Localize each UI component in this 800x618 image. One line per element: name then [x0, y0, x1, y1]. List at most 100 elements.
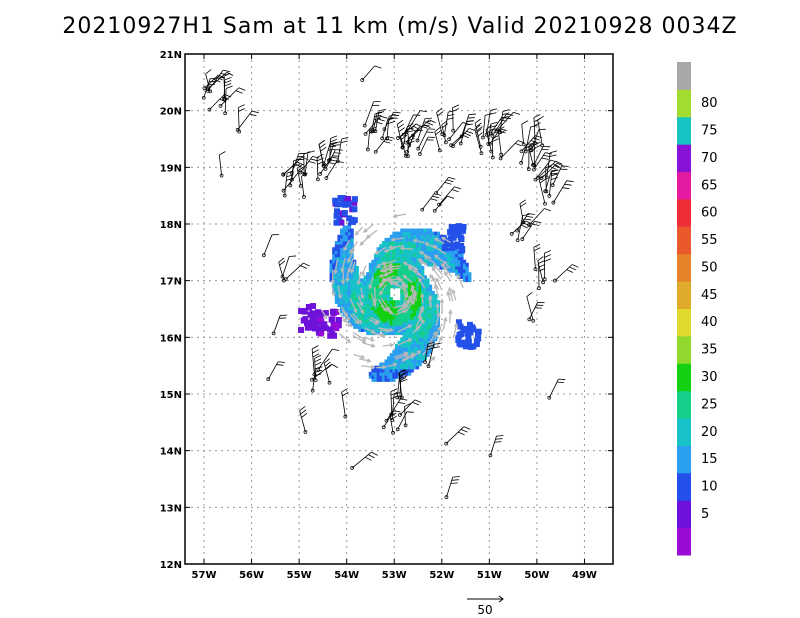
field-cell	[350, 281, 354, 286]
field-cell	[405, 256, 409, 261]
field-cell	[368, 262, 373, 267]
wind-vector-head	[361, 336, 367, 341]
wind-vector	[397, 338, 412, 346]
field-cell	[342, 303, 346, 308]
field-cell	[379, 278, 383, 283]
field-cell	[431, 297, 435, 301]
reference-arrow-head	[498, 595, 504, 603]
wind-barb-flag	[539, 178, 546, 184]
field-cell	[379, 368, 383, 373]
wind-vector	[368, 318, 378, 325]
field-cell	[426, 337, 430, 342]
field-cell	[389, 353, 393, 357]
field-cell	[421, 331, 425, 336]
field-cell	[381, 293, 386, 298]
field-cell	[410, 272, 414, 276]
field-cell	[353, 300, 357, 304]
field-cell	[345, 196, 352, 203]
field-cell	[415, 278, 420, 283]
wind-barb	[434, 131, 441, 151]
field-cell	[462, 278, 467, 283]
field-cell	[392, 278, 396, 283]
colorbar-segment	[677, 390, 691, 419]
field-cell	[384, 297, 388, 301]
field-cell	[447, 229, 454, 236]
wind-barb	[533, 152, 546, 170]
wind-vector-head	[370, 343, 376, 348]
wind-vector-head	[393, 281, 399, 286]
field-cell	[329, 259, 333, 264]
wind-vector	[352, 335, 366, 344]
wind-barb	[528, 208, 545, 226]
field-cell	[410, 325, 414, 329]
field-cell	[431, 237, 435, 242]
wind-barb	[237, 110, 253, 131]
field-cell	[397, 237, 401, 242]
field-cell	[347, 284, 352, 289]
wind-barb-flag	[534, 220, 542, 224]
field-cell	[400, 265, 404, 270]
wind-barb-flag	[398, 369, 406, 374]
field-cell	[415, 331, 420, 336]
field-cell	[455, 250, 459, 255]
field-cell	[389, 241, 393, 245]
field-cell	[345, 225, 349, 230]
field-cell	[337, 275, 341, 279]
wind-vector-head	[402, 261, 408, 266]
wind-barb-flag	[399, 377, 407, 382]
wind-vector-head	[347, 268, 352, 273]
wind-barb-flag	[513, 111, 521, 115]
field-cell	[341, 209, 348, 216]
wind-vector	[411, 287, 415, 300]
field-cell	[400, 228, 404, 233]
wind-vector	[341, 310, 350, 321]
barb-station	[411, 133, 415, 138]
field-cell	[453, 242, 460, 249]
wind-barb-flag	[534, 122, 541, 127]
field-cell	[460, 253, 464, 258]
wind-vectors	[321, 213, 464, 370]
field-cell	[347, 234, 352, 239]
wind-barb	[351, 451, 372, 469]
colorbar-segment	[677, 144, 691, 173]
wind-barb	[490, 436, 497, 456]
field-cell	[363, 287, 367, 292]
field-cell	[428, 234, 433, 239]
wind-barb-flag	[238, 108, 245, 112]
field-cell	[387, 259, 391, 264]
field-cell	[392, 262, 396, 267]
field-cell	[355, 309, 359, 314]
colorbar-segment	[677, 226, 691, 255]
field-cell	[460, 275, 464, 279]
wind-vector	[431, 267, 442, 280]
field-cell	[392, 250, 396, 255]
wind-barb	[450, 132, 465, 146]
wind-vector-head	[415, 325, 421, 330]
field-cell	[358, 284, 362, 289]
field-cell	[392, 375, 396, 379]
field-cell	[452, 253, 456, 258]
field-cell	[405, 312, 409, 317]
field-cell	[392, 312, 396, 317]
field-cell	[413, 241, 417, 245]
field-cell	[415, 284, 420, 289]
field-cell	[431, 325, 435, 329]
field-cell	[384, 300, 388, 304]
field-cell	[376, 368, 380, 373]
wind-barb-flag	[397, 123, 405, 129]
field-cell	[413, 262, 417, 267]
wind-barb-flag	[379, 108, 387, 112]
wind-vector-head	[420, 319, 425, 324]
field-cell	[408, 281, 412, 286]
colorbar-label: 60	[701, 206, 718, 221]
field-cell	[444, 259, 448, 264]
wind-vector-head	[360, 354, 366, 360]
field-cell	[358, 312, 362, 317]
field-cell	[413, 318, 417, 323]
wind-vector-head	[378, 273, 384, 278]
field-cell	[392, 356, 396, 361]
field-cell	[384, 259, 388, 264]
field-cell	[451, 229, 458, 236]
field-cell	[413, 365, 417, 370]
wind-vector-head	[392, 213, 398, 219]
